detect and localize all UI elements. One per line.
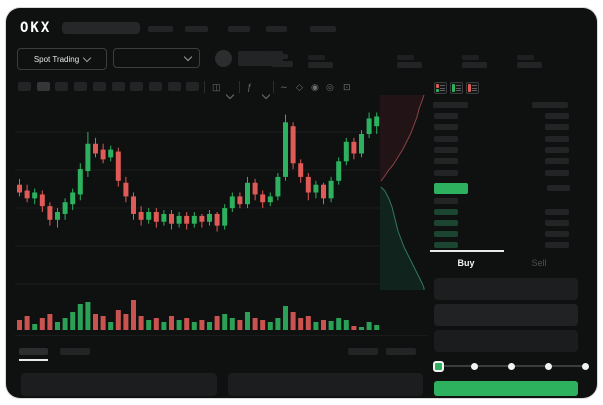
market-type-dropdown[interactable]: Spot Trading	[17, 48, 107, 70]
fullscreen-icon[interactable]: ⊡	[343, 82, 351, 92]
nav-item-3[interactable]	[266, 26, 287, 32]
orders-tab-active[interactable]	[19, 348, 48, 355]
market-type-label: Spot Trading	[33, 54, 80, 64]
orders-empty-panel	[21, 373, 217, 396]
last-price-placeholder	[271, 54, 288, 59]
stat-label-0	[308, 55, 325, 60]
line-tool-icon[interactable]: ∼	[280, 82, 288, 92]
slider-stop-3[interactable]	[544, 363, 552, 370]
indicators-chevron[interactable]	[261, 85, 271, 100]
orderbook-amount-header	[532, 102, 568, 108]
pair-selector-dropdown[interactable]	[113, 48, 200, 68]
buy-submit-button[interactable]	[434, 381, 578, 396]
interval-button-3[interactable]	[74, 82, 87, 91]
snapshot-icon[interactable]: ◉	[311, 82, 319, 92]
ask-amount-5	[545, 170, 569, 176]
active-tab-indicator	[430, 250, 504, 252]
slider-stop-4[interactable]	[581, 363, 589, 370]
history-tab[interactable]	[60, 348, 90, 355]
stat-value-2	[462, 62, 487, 68]
bid-price-2[interactable]	[434, 220, 458, 226]
ask-amount-4	[545, 158, 569, 164]
orders-settings-control[interactable]	[386, 348, 416, 355]
interval-button-5[interactable]	[112, 82, 125, 91]
orderbook-combined-icon[interactable]	[434, 82, 447, 94]
orderbook-asks-icon[interactable]	[466, 82, 479, 94]
orders-filter-control[interactable]	[348, 348, 378, 355]
interval-button-4[interactable]	[93, 82, 106, 91]
orders-tab-underline	[19, 359, 48, 361]
slider-stop-2[interactable]	[508, 363, 515, 370]
nav-item-0[interactable]	[148, 26, 173, 32]
nav-item-1[interactable]	[185, 26, 208, 32]
stat-value-1	[397, 62, 422, 68]
chevron-down-icon	[183, 52, 193, 61]
bid-amount-1	[545, 209, 569, 215]
okx-logo[interactable]: OKX	[20, 20, 52, 36]
chart-style-icon[interactable]: ◫	[212, 82, 221, 92]
stat-label-3	[517, 55, 534, 60]
price-input[interactable]	[434, 278, 578, 300]
interval-button-2[interactable]	[55, 82, 68, 91]
stat-label-2	[462, 55, 479, 60]
bid-price-1[interactable]	[434, 209, 458, 215]
chevron-down-icon	[82, 53, 92, 62]
ask-amount-3	[545, 147, 569, 153]
bid-price-4[interactable]	[434, 242, 458, 248]
orderbook-bids-icon[interactable]	[450, 82, 463, 94]
draw-icon[interactable]: ◇	[296, 82, 303, 92]
toolbar-divider	[239, 81, 240, 93]
assets-empty-panel	[228, 373, 423, 396]
indicators-icon[interactable]: ƒ	[247, 82, 253, 92]
stat-label-1	[397, 55, 414, 60]
interval-button-0[interactable]	[18, 82, 31, 91]
tab-sell[interactable]: Sell	[531, 258, 547, 268]
ask-amount-2	[545, 136, 569, 142]
total-input[interactable]	[434, 330, 578, 352]
bid-amount-4	[545, 242, 569, 248]
slider-stop-1[interactable]	[471, 363, 479, 370]
slider-handle[interactable]	[432, 361, 444, 372]
ask-amount-1	[545, 124, 569, 130]
interval-button-7[interactable]	[149, 82, 162, 91]
interval-button-6[interactable]	[130, 82, 143, 91]
ask-price-1[interactable]	[434, 124, 458, 130]
candlestick-chart[interactable]	[15, 95, 380, 330]
search-input[interactable]	[62, 22, 140, 34]
price-change-placeholder	[271, 61, 293, 67]
ask-amount-0	[545, 113, 569, 119]
interval-button-1[interactable]	[37, 82, 50, 91]
chart-style-chevron[interactable]	[225, 85, 235, 100]
ask-price-2[interactable]	[434, 136, 458, 142]
bid-price-3[interactable]	[434, 231, 458, 237]
ask-price-5[interactable]	[434, 170, 458, 176]
last-price-amount	[547, 185, 570, 191]
toolbar-divider	[273, 81, 274, 93]
last-price-badge[interactable]	[434, 183, 468, 194]
depth-chart[interactable]	[380, 95, 427, 290]
interval-button-9[interactable]	[186, 82, 199, 91]
chart-settings-icon[interactable]: ◎	[326, 82, 334, 92]
ask-price-4[interactable]	[434, 158, 458, 164]
orderbook-price-header	[433, 102, 468, 108]
nav-item-4[interactable]	[310, 26, 336, 32]
ask-price-3[interactable]	[434, 147, 458, 153]
stat-value-0	[308, 62, 333, 68]
coin-avatar	[215, 50, 232, 67]
bid-amount-2	[545, 220, 569, 226]
ask-price-0[interactable]	[434, 113, 458, 119]
toolbar-divider	[204, 81, 205, 93]
bid-price-0[interactable]	[434, 198, 458, 204]
bottom-divider	[15, 335, 427, 336]
okx-trading-window: OKX Spot Trading ◫ ƒ ∼ ◇ ◉ ◎ ⊡ Buy Sell	[6, 8, 597, 398]
interval-button-8[interactable]	[168, 82, 181, 91]
tab-buy[interactable]: Buy	[457, 258, 475, 268]
bid-amount-3	[545, 231, 569, 237]
stat-value-3	[517, 62, 542, 68]
amount-input[interactable]	[434, 304, 578, 326]
nav-item-2[interactable]	[228, 26, 250, 32]
